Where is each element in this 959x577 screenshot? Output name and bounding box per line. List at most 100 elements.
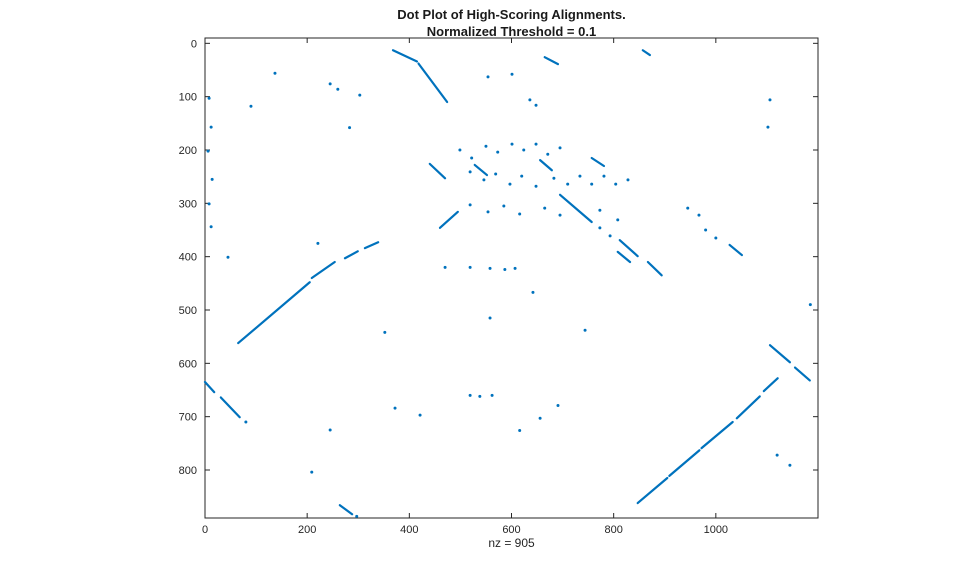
alignment-segment <box>391 49 419 63</box>
alignment-dot <box>518 212 522 216</box>
alignment-segment <box>558 193 593 224</box>
alignment-dot <box>458 148 462 152</box>
alignment-dot <box>590 182 594 186</box>
x-tick-label: 400 <box>400 524 418 536</box>
alignment-dot <box>418 413 422 417</box>
alignment-dot <box>808 303 812 307</box>
alignment-segment <box>343 250 359 260</box>
alignment-segment <box>363 241 380 250</box>
alignment-segment <box>735 395 761 420</box>
alignment-segment <box>428 162 447 180</box>
alignment-dot <box>468 265 472 269</box>
alignment-dot <box>546 152 550 156</box>
y-tick-label: 700 <box>179 412 197 424</box>
alignment-dot <box>608 234 612 238</box>
alignment-segment <box>668 449 701 477</box>
alignment-dot <box>328 82 332 86</box>
alignment-dot <box>393 406 397 410</box>
alignment-segment <box>338 504 354 516</box>
alignment-dot <box>518 429 522 433</box>
x-tick-label: 0 <box>202 524 208 536</box>
alignment-dot <box>558 146 562 150</box>
alignment-dot <box>616 218 620 222</box>
alignment-dot <box>788 463 792 467</box>
alignment-dot <box>488 316 492 320</box>
alignment-dot <box>697 213 701 217</box>
alignment-dot <box>534 184 538 188</box>
alignment-segment <box>793 366 811 382</box>
alignment-segment <box>616 250 632 264</box>
alignment-segment <box>700 420 734 450</box>
alignment-dot <box>510 142 514 146</box>
alignment-dot <box>468 393 472 397</box>
alignment-dot <box>249 104 253 108</box>
alignment-dot <box>704 228 708 232</box>
alignment-dot <box>207 96 211 100</box>
y-tick-label: 100 <box>179 92 197 104</box>
y-tick-label: 800 <box>179 465 197 477</box>
y-tick-label: 0 <box>191 38 197 50</box>
alignment-dot <box>775 453 779 457</box>
alignment-dot <box>468 203 472 207</box>
alignment-dot <box>355 514 359 518</box>
alignment-segment <box>590 156 606 168</box>
alignment-dot <box>206 149 210 153</box>
alignment-dot <box>543 206 547 210</box>
alignment-dot <box>488 266 492 270</box>
alignment-dot <box>520 174 524 178</box>
alignment-segment <box>768 344 792 364</box>
alignment-dot <box>558 213 562 217</box>
alignment-dot <box>513 266 517 270</box>
alignment-dot <box>556 403 560 407</box>
alignment-dot <box>226 255 230 259</box>
alignment-dot <box>598 226 602 230</box>
alignment-dot <box>209 125 213 129</box>
alignment-dot <box>508 182 512 186</box>
x-tick-label: 1000 <box>704 524 728 536</box>
alignment-segment <box>417 62 449 104</box>
y-tick-label: 500 <box>179 305 197 317</box>
alignment-dot <box>578 174 582 178</box>
alignment-dot <box>468 170 472 174</box>
alignment-dot <box>207 202 211 206</box>
alignment-dot <box>566 182 570 186</box>
alignment-dot <box>328 428 332 432</box>
chart-title-line2: Normalized Threshold = 0.1 <box>426 23 597 39</box>
alignment-dot <box>478 394 482 398</box>
chart-title-line1: Dot Plot of High-Scoring Alignments. <box>397 7 626 22</box>
x-tick-label: 600 <box>502 524 520 536</box>
alignment-segment <box>641 49 652 57</box>
alignment-dot <box>486 75 490 79</box>
alignment-dot <box>686 206 690 210</box>
alignment-segment <box>646 260 663 277</box>
y-tick-label: 200 <box>179 145 197 157</box>
alignment-dot <box>552 176 556 180</box>
alignment-dot <box>494 172 498 176</box>
alignment-segment <box>728 243 743 257</box>
alignment-dot <box>583 328 587 332</box>
alignment-dot <box>244 420 248 424</box>
alignment-dot <box>598 208 602 212</box>
alignment-dot <box>602 174 606 178</box>
y-tick-label: 400 <box>179 252 197 264</box>
alignment-dot <box>496 150 500 154</box>
alignment-dot <box>209 225 213 229</box>
alignment-segment <box>762 377 779 393</box>
alignment-dot <box>310 470 314 474</box>
alignment-segment <box>473 163 489 177</box>
alignment-segment <box>438 210 459 229</box>
alignment-segment <box>618 239 639 258</box>
alignment-dot <box>531 290 535 294</box>
alignment-segment <box>219 396 241 419</box>
y-tick-label: 300 <box>179 198 197 210</box>
alignment-dot <box>484 144 488 148</box>
alignment-dot <box>626 178 630 182</box>
alignment-dot <box>336 87 340 91</box>
alignment-segment <box>543 56 560 66</box>
alignment-dot <box>522 148 526 152</box>
chart-title: Dot Plot of High-Scoring Alignments. Nor… <box>205 7 818 41</box>
alignment-dot <box>528 98 532 102</box>
alignment-segment <box>237 281 311 345</box>
